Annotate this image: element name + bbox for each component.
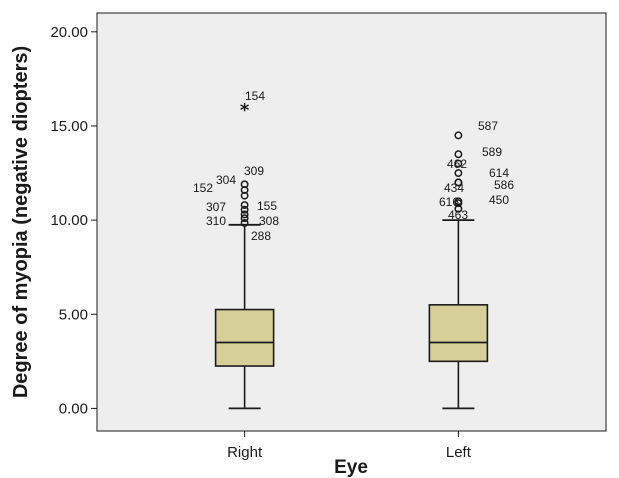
outlier-circle (454, 197, 463, 206)
box-iqr (214, 308, 275, 367)
outlier-circle (240, 205, 249, 214)
x-axis: Right Left (227, 431, 472, 461)
outlier-circle (454, 159, 463, 168)
outlier-circle (240, 214, 249, 223)
outlier-circle (240, 210, 249, 219)
outlier-label: 589 (482, 145, 502, 159)
y-tick-label: 20.00 (50, 24, 88, 41)
outlier-label: 307 (206, 200, 226, 214)
outlier-circle (454, 178, 463, 187)
outlier-label: 155 (257, 199, 277, 213)
y-tick-label: 10.00 (50, 212, 88, 229)
x-tick-label: Right (227, 444, 263, 461)
outlier-label: 462 (447, 157, 467, 171)
outlier-circle (240, 218, 249, 227)
plot-area (96, 12, 607, 432)
outlier-label: 450 (489, 193, 509, 207)
outlier-circle (240, 201, 249, 210)
outlier-circle (454, 131, 463, 140)
outlier-circle (454, 150, 463, 159)
outlier-label: 434 (444, 181, 464, 195)
y-tick-label: 0.00 (59, 400, 88, 417)
outlier-label: 463 (448, 208, 468, 222)
y-axis: 0.00 5.00 10.00 15.00 20.00 (50, 24, 97, 417)
y-tick-label: 5.00 (59, 306, 88, 323)
outlier-label: 288 (251, 229, 271, 243)
outlier-star: * (240, 100, 250, 121)
outlier-circle (454, 169, 463, 177)
x-tick-label: Left (446, 444, 472, 461)
y-tick-label: 15.00 (50, 118, 88, 135)
outlier-circle (240, 180, 249, 189)
outlier-label: 308 (259, 214, 279, 228)
outlier-label: 309 (244, 164, 264, 178)
outlier-label: 152 (193, 181, 213, 195)
outlier-label: 616 (439, 195, 459, 209)
outlier-label: 587 (478, 119, 498, 133)
box-iqr (428, 304, 489, 363)
outlier-label: 586 (494, 178, 514, 192)
outlier-circle (240, 186, 249, 194)
x-axis-title: Eye (334, 457, 368, 478)
y-axis-title: Degree of myopia (negative diopters) (10, 46, 32, 398)
outlier-circle (240, 191, 249, 200)
outlier-circle (454, 204, 463, 213)
outlier-label: 614 (489, 166, 509, 180)
outlier-label: 154 (245, 89, 265, 103)
outlier-label: 304 (216, 173, 236, 187)
outlier-label: 310 (206, 214, 226, 228)
